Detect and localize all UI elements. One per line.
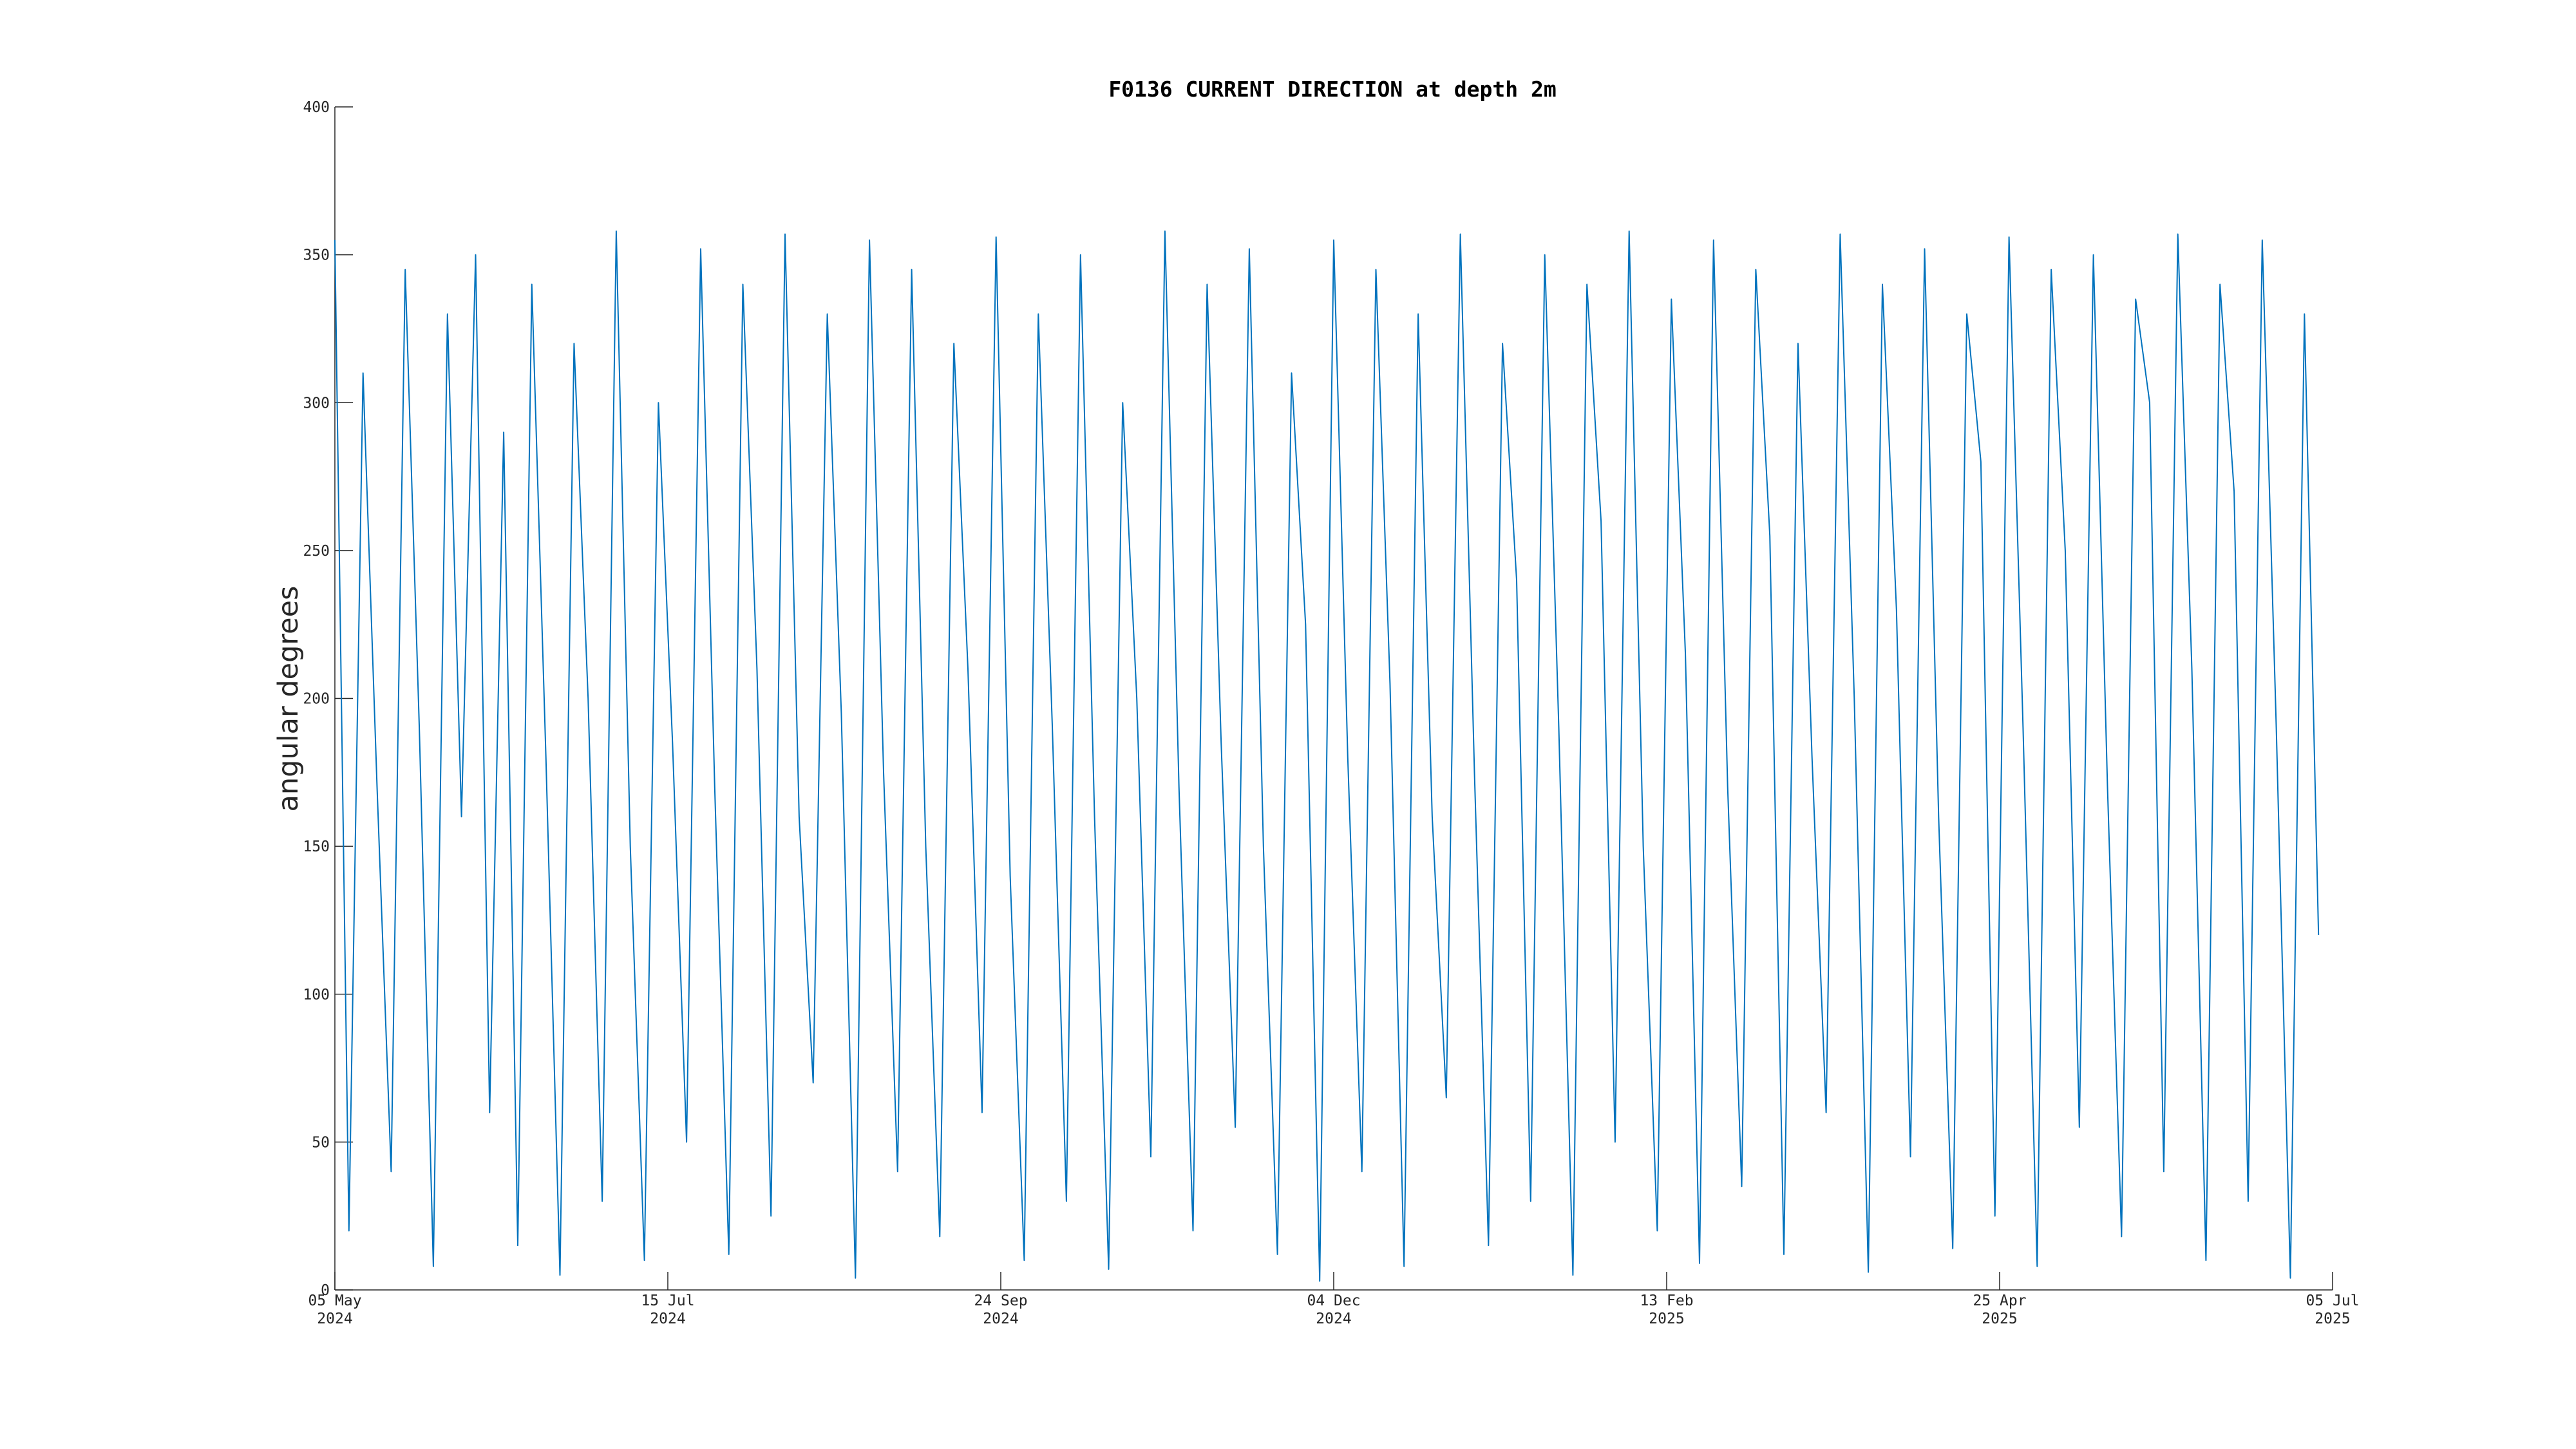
y-tick-label: 300	[303, 395, 330, 412]
data-line	[334, 230, 2320, 1282]
x-tick-label: 2024	[650, 1311, 685, 1327]
x-tick-label: 05 Jul	[2306, 1293, 2359, 1309]
y-tick-label: 150	[303, 838, 330, 855]
x-tick-label: 2024	[1316, 1311, 1351, 1327]
x-tick-label: 15 Jul	[641, 1293, 694, 1309]
x-tick-label: 2025	[1649, 1311, 1684, 1327]
y-tick-label: 50	[312, 1134, 330, 1151]
y-tick-label: 400	[303, 99, 330, 116]
x-tick-label: 13 Feb	[1640, 1293, 1693, 1309]
y-tick-label: 100	[303, 987, 330, 1003]
y-tick-label: 250	[303, 543, 330, 560]
y-tick-label: 0	[321, 1282, 330, 1299]
y-axis-label: angular degrees	[272, 586, 305, 812]
x-tick-label: 2025	[2315, 1311, 2350, 1327]
y-tick-label: 350	[303, 247, 330, 264]
x-tick-label: 24 Sep	[974, 1293, 1027, 1309]
y-tick-label: 200	[303, 691, 330, 708]
x-tick-label: 2024	[317, 1311, 352, 1327]
x-tick-label: 05 May	[308, 1293, 361, 1309]
x-tick-label: 04 Dec	[1307, 1293, 1360, 1309]
chart-title: F0136 CURRENT DIRECTION at depth 2m	[1108, 77, 1556, 102]
x-tick-label: 25 Apr	[1973, 1293, 2026, 1309]
x-tick-label: 2024	[983, 1311, 1018, 1327]
x-tick-label: 2025	[1982, 1311, 2017, 1327]
